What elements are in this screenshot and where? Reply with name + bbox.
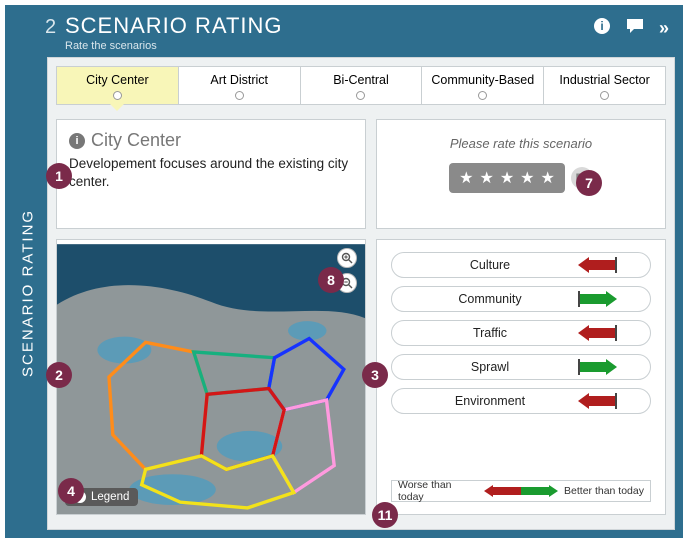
better-label: Better than today (562, 485, 644, 497)
expand-icon[interactable]: » (659, 18, 667, 39)
rating-card: Please rate this scenario ★ ★ ★ ★ ★ (376, 119, 666, 229)
legend-label: Legend (91, 491, 129, 503)
callout-1: 1 (46, 163, 72, 189)
tab-industrial-sector[interactable]: Industrial Sector (544, 66, 666, 105)
metric-label: Community (402, 292, 578, 306)
star-icon[interactable]: ★ (459, 168, 473, 188)
tab-bi-central[interactable]: Bi-Central (301, 66, 423, 105)
callout-3: 3 (362, 362, 388, 388)
metric-community: Community (391, 286, 651, 312)
worse-arrow-icon (484, 485, 493, 497)
metric-label: Sprawl (402, 360, 578, 374)
metrics-legend: Worse than today Better than today (391, 480, 651, 502)
radio-icon (235, 91, 244, 100)
svg-text:i: i (600, 19, 603, 33)
page-header: 2 SCENARIO RATING Rate the scenarios i » (45, 13, 673, 51)
worse-arrow-icon (578, 393, 617, 409)
scenario-description: Developement focuses around the existing… (69, 155, 353, 190)
tab-community-based[interactable]: Community-Based (422, 66, 544, 105)
callout-4: 4 (58, 478, 84, 504)
callout-7: 7 (576, 170, 602, 196)
sidebar-title: SCENARIO RATING (10, 53, 46, 533)
star-icon[interactable]: ★ (541, 168, 555, 188)
callout-11: 11 (372, 502, 398, 528)
page-subtitle: Rate the scenarios (65, 40, 593, 52)
radio-icon (600, 91, 609, 100)
page-title: SCENARIO RATING (65, 13, 593, 39)
tab-label: City Center (61, 73, 174, 87)
better-arrow-icon (578, 291, 617, 307)
metric-traffic: Traffic (391, 320, 651, 346)
tab-city-center[interactable]: City Center (56, 66, 179, 105)
metric-environment: Environment (391, 388, 651, 414)
metric-sprawl: Sprawl (391, 354, 651, 380)
metric-label: Environment (402, 394, 578, 408)
star-icon[interactable]: ★ (500, 168, 514, 188)
scenario-tabs: City Center Art District Bi-Central Communi… (56, 66, 666, 105)
zoom-in-icon[interactable] (337, 248, 357, 268)
star-icon[interactable]: ★ (479, 168, 493, 188)
metric-label: Culture (402, 258, 578, 272)
radio-icon (356, 91, 365, 100)
scenario-title: City Center (91, 130, 181, 151)
callout-8: 8 (318, 267, 344, 293)
content-panel: City Center Art District Bi-Central Communi… (47, 57, 675, 530)
tab-label: Industrial Sector (548, 73, 661, 87)
callout-2: 2 (46, 362, 72, 388)
better-arrow-icon (549, 485, 558, 497)
tab-label: Bi-Central (305, 73, 418, 87)
step-number: 2 (45, 16, 65, 39)
better-arrow-icon (578, 359, 617, 375)
info-icon[interactable]: i (593, 17, 611, 40)
radio-icon (113, 91, 122, 100)
worse-label: Worse than today (398, 479, 480, 503)
radio-icon (478, 91, 487, 100)
metric-culture: Culture (391, 252, 651, 278)
worse-arrow-icon (578, 325, 617, 341)
description-card: i City Center Developement focuses aroun… (56, 119, 366, 229)
metric-label: Traffic (402, 326, 578, 340)
tab-label: Community-Based (426, 73, 539, 87)
tab-art-district[interactable]: Art District (179, 66, 301, 105)
star-icon[interactable]: ★ (520, 168, 534, 188)
worse-arrow-icon (578, 257, 617, 273)
comment-icon[interactable] (625, 17, 645, 40)
rating-prompt: Please rate this scenario (389, 136, 653, 151)
info-icon[interactable]: i (69, 133, 85, 149)
star-rating[interactable]: ★ ★ ★ ★ ★ (449, 163, 565, 193)
metrics-card: Culture Community Traffic Sprawl Environment… (376, 239, 666, 515)
tab-label: Art District (183, 73, 296, 87)
